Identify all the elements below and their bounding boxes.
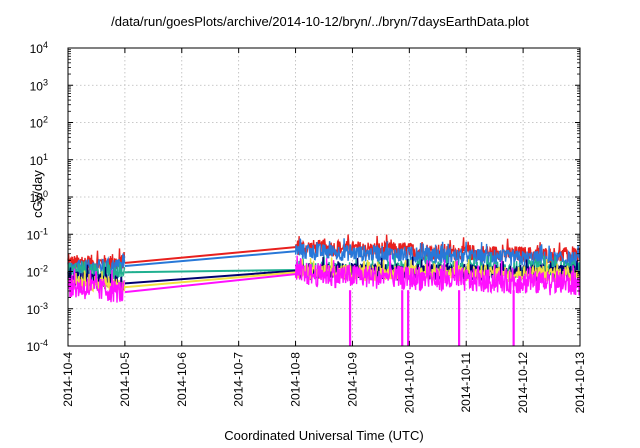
x-tick-label: 2014-10-9 — [345, 352, 359, 407]
x-tick-label: 2014-10-4 — [61, 352, 75, 407]
y-tick-label: 10-1 — [27, 226, 48, 242]
series-noise-trace — [67, 253, 126, 277]
x-tick-labels: 2014-10-4 2014-10-5 2014-10-6 2014-10-7 2014… — [61, 352, 587, 414]
series-gap-line — [124, 250, 296, 268]
series-gap-line — [124, 273, 296, 294]
y-tick-label: 103 — [30, 77, 48, 93]
x-tick-label: 2014-10-7 — [232, 352, 246, 407]
y-tick-label: 10-2 — [27, 264, 48, 280]
series-noise-trace — [294, 254, 581, 296]
x-tick-label: 2014-10-13 — [573, 352, 587, 414]
y-tick-label: 10-3 — [27, 301, 48, 317]
series-noise-trace — [67, 268, 125, 303]
y-tick-label: 101 — [30, 152, 48, 168]
x-tick-label: 2014-10-12 — [516, 352, 530, 414]
x-axis-label: Coordinated Universal Time (UTC) — [224, 428, 424, 443]
chart-title: /data/run/goesPlots/archive/2014-10-12/b… — [111, 14, 529, 29]
series-gap-line — [124, 246, 296, 264]
y-tick-label: 102 — [30, 115, 48, 131]
series-gap-line — [124, 269, 296, 285]
x-tick-label: 2014-10-6 — [175, 352, 189, 407]
series-gap-line — [124, 271, 296, 289]
x-tick-label: 2014-10-5 — [118, 352, 132, 407]
data-series — [67, 234, 581, 346]
x-tick-label: 2014-10-10 — [402, 352, 416, 414]
y-tick-label: 10-4 — [27, 338, 48, 354]
y-tick-label: 100 — [30, 189, 48, 205]
data-series-6 — [67, 254, 581, 346]
axis-ticks — [67, 47, 581, 347]
y-tick-labels: 10-4 10-3 10-2 10-1 100 101 102 103 104 — [27, 40, 48, 354]
grid-lines — [68, 48, 580, 346]
y-tick-label: 104 — [30, 40, 48, 56]
x-tick-label: 2014-10-11 — [459, 352, 473, 413]
x-tick-label: 2014-10-8 — [289, 352, 303, 407]
series-gap-line — [124, 268, 296, 274]
